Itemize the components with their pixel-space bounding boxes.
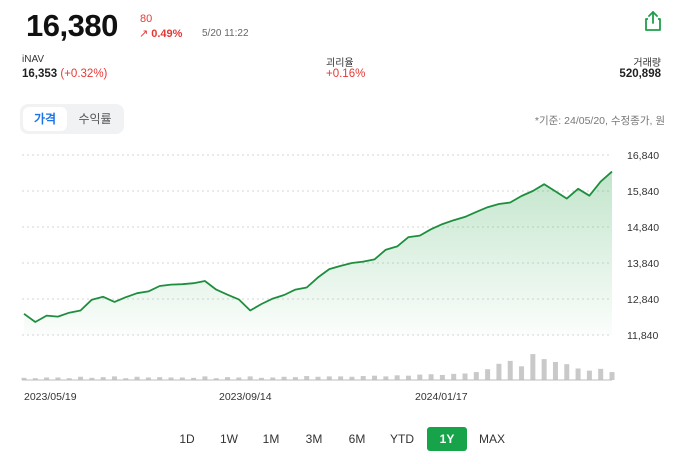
- range-6m-button[interactable]: 6M: [348, 432, 366, 446]
- quote-timestamp: 5/20 11:22: [202, 28, 249, 39]
- volume-bar: [598, 368, 604, 380]
- volume-bar: [78, 376, 84, 380]
- volume-bar: [326, 376, 332, 380]
- volume-bar: [292, 377, 298, 380]
- volume-bar: [55, 377, 61, 380]
- volume-bar: [247, 376, 253, 380]
- volume-bar: [236, 377, 242, 380]
- volume-bar: [66, 378, 72, 380]
- range-1w-button[interactable]: 1W: [220, 432, 238, 446]
- volume-bar: [519, 366, 525, 380]
- volume-label: 거래량: [633, 58, 661, 69]
- volume-bar: [541, 359, 547, 380]
- y-tick-label: 12,840: [627, 294, 659, 306]
- volume-bar: [281, 376, 287, 380]
- chart-mode-toggle: 가격 수익률: [20, 104, 124, 134]
- price-change-absolute: 80: [140, 13, 153, 25]
- volume-bar: [258, 377, 264, 380]
- x-tick-label: 2023/05/19: [24, 391, 77, 403]
- volume-bar: [21, 377, 27, 380]
- volume-bar: [439, 374, 445, 380]
- volume-bar: [157, 377, 163, 380]
- range-max-button[interactable]: MAX: [478, 432, 505, 446]
- price-change-percent: ↗ 0.49%: [139, 27, 182, 40]
- volume-bar: [473, 372, 479, 380]
- volume-bar: [417, 374, 423, 380]
- change-percent-value: 0.49%: [151, 28, 183, 40]
- inav-value-group: 16,353 (+0.32%): [22, 68, 107, 80]
- range-3m-button[interactable]: 3M: [305, 432, 323, 446]
- volume-bar: [552, 362, 558, 380]
- volume-bar: [609, 372, 615, 380]
- volume-bar: [111, 376, 117, 380]
- volume-bar: [89, 377, 95, 380]
- tab-return[interactable]: 수익률: [78, 112, 112, 126]
- volume-bar: [349, 376, 355, 380]
- volume-bar: [575, 368, 581, 380]
- volume-bar: [507, 360, 513, 380]
- volume-bar: [451, 373, 457, 380]
- range-1y-button[interactable]: 1Y: [427, 427, 467, 451]
- y-tick-label: 13,840: [627, 258, 659, 270]
- volume-bar: [564, 364, 570, 380]
- volume-bar: [462, 373, 468, 380]
- volume-bar: [134, 376, 140, 380]
- y-tick-label: 16,840: [627, 150, 659, 162]
- price-chart[interactable]: 16,840 15,840 14,840 13,840 12,840 11,840 2023…: [0, 140, 675, 410]
- volume-bar: [168, 377, 174, 380]
- volume-bar: [360, 376, 366, 380]
- volume-bar: [372, 375, 378, 380]
- chart-basis-note: *기준: 24/05/20, 수정종가, 원: [534, 115, 665, 127]
- inav-value: 16,353: [22, 68, 58, 80]
- volume-bar: [32, 378, 38, 380]
- volume-bar: [179, 377, 185, 380]
- y-tick-label: 11,840: [627, 330, 658, 342]
- volume-bar: [383, 376, 389, 380]
- share-icon[interactable]: [642, 10, 664, 32]
- volume-bar: [315, 376, 321, 380]
- tab-price[interactable]: 가격: [23, 107, 67, 131]
- volume-bar: [485, 369, 491, 380]
- inav-label: iNAV: [22, 54, 45, 65]
- range-1m-button[interactable]: 1M: [262, 432, 280, 446]
- price-area: [24, 171, 612, 335]
- volume-bar: [44, 377, 50, 380]
- range-selector: 1D 1W 1M 3M 6M YTD 1Y MAX: [0, 427, 675, 451]
- x-tick-label: 2023/09/14: [219, 391, 272, 403]
- y-tick-label: 14,840: [627, 222, 659, 234]
- current-price: 16,380: [26, 8, 118, 43]
- volume-bar: [270, 377, 276, 380]
- volume-bar: [428, 374, 434, 380]
- volume-bar: [100, 377, 106, 380]
- volume-bar: [496, 363, 502, 380]
- volume-bar: [145, 377, 151, 380]
- y-tick-label: 15,840: [627, 186, 659, 198]
- price-line: [23, 170, 613, 323]
- volume-bar: [405, 375, 411, 380]
- deviation-value: +0.16%: [326, 68, 366, 80]
- x-tick-label: 2024/01/17: [415, 391, 468, 403]
- range-1d-button[interactable]: 1D: [179, 432, 195, 446]
- volume-bar: [202, 376, 208, 380]
- volume-value: 520,898: [619, 68, 661, 80]
- volume-bar: [123, 378, 129, 380]
- volume-bar: [338, 376, 344, 380]
- inav-change: (+0.32%): [60, 68, 108, 80]
- volume-bar: [586, 370, 592, 380]
- volume-bar: [394, 375, 400, 380]
- volume-bar: [191, 377, 197, 380]
- volume-bar: [530, 354, 536, 380]
- range-ytd-button[interactable]: YTD: [390, 432, 414, 446]
- volume-bar: [225, 377, 231, 380]
- deviation-label: 괴리율: [326, 58, 354, 69]
- volume-bar: [213, 378, 219, 380]
- volume-bar: [304, 376, 310, 380]
- up-arrow-icon: ↗: [139, 28, 149, 40]
